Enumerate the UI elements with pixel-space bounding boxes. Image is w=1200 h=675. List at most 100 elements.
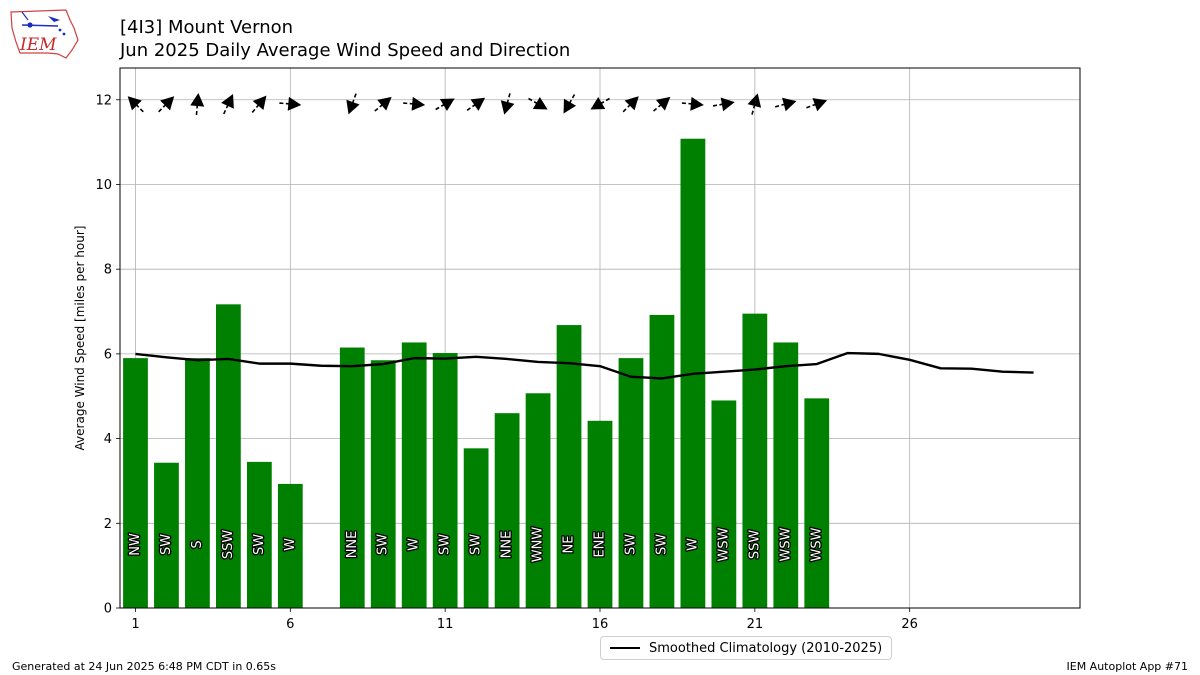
x-tick-label: 16: [592, 617, 609, 632]
direction-labels: NW SW S SSW SW W NNE SW W SW SW NNE WNW NE ENE SW SW W WSW…: [127, 525, 826, 563]
chart-subtitle: Jun 2025 Daily Average Wind Speed and Di…: [120, 40, 571, 61]
direction-label: SSW: [747, 530, 762, 560]
wind-arrow-head: [624, 96, 639, 111]
wind-arrow: [528, 96, 548, 110]
wind-arrow-head: [411, 96, 426, 111]
wind-arrow-head: [563, 98, 577, 114]
direction-label: S: [190, 540, 205, 548]
bars: [123, 138, 830, 608]
wind-arrow: [712, 97, 735, 112]
direction-label: W: [407, 538, 422, 551]
wind-arrow-head: [532, 96, 548, 110]
wind-arrow: [158, 96, 175, 113]
wind-arrow: [221, 94, 234, 115]
direction-label: SW: [376, 534, 391, 555]
direction-label: SW: [623, 534, 638, 555]
legend-label: Smoothed Climatology (2010-2025): [649, 640, 883, 656]
wind-arrow: [500, 93, 515, 115]
wind-arrow-head: [470, 97, 486, 111]
direction-label: WNW: [531, 527, 546, 563]
wind-arrow: [127, 96, 144, 113]
wind-arrow-head: [377, 96, 392, 111]
wind-arrow: [435, 98, 455, 112]
direction-label: SW: [469, 534, 484, 555]
direction-label: ENE: [593, 531, 608, 557]
x-tick-label: 26: [901, 617, 918, 632]
app-footer: IEM Autoplot App #71: [1066, 660, 1189, 673]
legend: Smoothed Climatology (2010-2025): [600, 636, 893, 660]
x-tick-label: 11: [437, 617, 454, 632]
bar: [185, 358, 210, 608]
direction-label: SW: [438, 534, 453, 555]
wind-arrow: [590, 96, 610, 110]
wind-arrow: [747, 93, 762, 115]
direction-label: WSW: [778, 527, 793, 561]
wind-arrow-head: [690, 96, 704, 111]
x-tick-label: 21: [747, 617, 764, 632]
logo-text: IEM: [19, 35, 57, 55]
wind-arrow-head: [720, 97, 735, 112]
direction-label: SW: [252, 534, 267, 555]
direction-label: NNE: [345, 531, 360, 559]
generated-footer: Generated at 24 Jun 2025 6:48 PM CDT in …: [12, 660, 277, 673]
chart-title: [4I3] Mount Vernon: [120, 17, 294, 38]
direction-label: WSW: [809, 527, 824, 561]
wind-arrow: [403, 96, 426, 111]
wind-arrow: [681, 96, 704, 111]
bar: [463, 448, 489, 608]
wind-arrow-head: [190, 93, 205, 107]
wind-arrow-head: [160, 96, 175, 111]
wind-arrow-head: [782, 97, 797, 112]
wind-arrow-head: [439, 98, 455, 112]
wind-arrows: [127, 93, 828, 116]
direction-label: NE: [562, 535, 577, 553]
wind-arrow: [774, 97, 797, 112]
y-tick-label: 6: [104, 347, 112, 362]
wind-arrow: [374, 96, 392, 112]
x-tick-label: 6: [286, 617, 294, 632]
bar: [804, 398, 830, 608]
climatology-series: [135, 351, 1034, 380]
wind-arrow: [279, 96, 302, 111]
y-tick-label: 4: [104, 432, 112, 447]
wind-arrow-head: [590, 96, 606, 110]
direction-label: SW: [654, 534, 669, 555]
direction-label: NNE: [500, 531, 515, 559]
legend-line-swatch: [610, 647, 640, 649]
wind-arrow-head: [127, 96, 142, 111]
direction-label: NW: [128, 533, 143, 556]
wind-arrow: [622, 96, 639, 113]
direction-label: W: [685, 538, 700, 551]
wind-arrow-head: [346, 99, 360, 115]
wind-arrow-head: [747, 93, 762, 108]
direction-label: SSW: [221, 530, 236, 560]
direction-label: SW: [159, 534, 174, 555]
bar: [432, 353, 458, 608]
y-tick-label: 10: [95, 178, 112, 193]
iem-logo: IEM: [8, 6, 80, 60]
wind-arrow-head: [812, 98, 828, 112]
y-axis-label: Average Wind Speed [miles per hour]: [73, 226, 87, 451]
bar: [216, 304, 241, 608]
y-tick-label: 2: [104, 517, 112, 532]
y-tick-label: 12: [95, 93, 112, 108]
x-tick-label: 1: [131, 617, 139, 632]
y-tick-label: 0: [104, 602, 112, 617]
wind-arrow-head: [221, 94, 234, 109]
wind-arrow-head: [655, 96, 671, 111]
wind-arrow-head: [252, 95, 267, 111]
wind-arrow: [563, 94, 577, 114]
wind-arrow: [346, 93, 360, 115]
bar: [773, 342, 799, 608]
direction-label: W: [283, 538, 298, 551]
bar: [123, 358, 148, 608]
wind-arrow: [190, 93, 205, 116]
bar: [370, 360, 396, 608]
bar: [649, 314, 675, 608]
bar: [401, 342, 427, 608]
bar: [742, 313, 768, 608]
y-tick-label: 8: [104, 263, 112, 278]
bar: [711, 400, 737, 608]
